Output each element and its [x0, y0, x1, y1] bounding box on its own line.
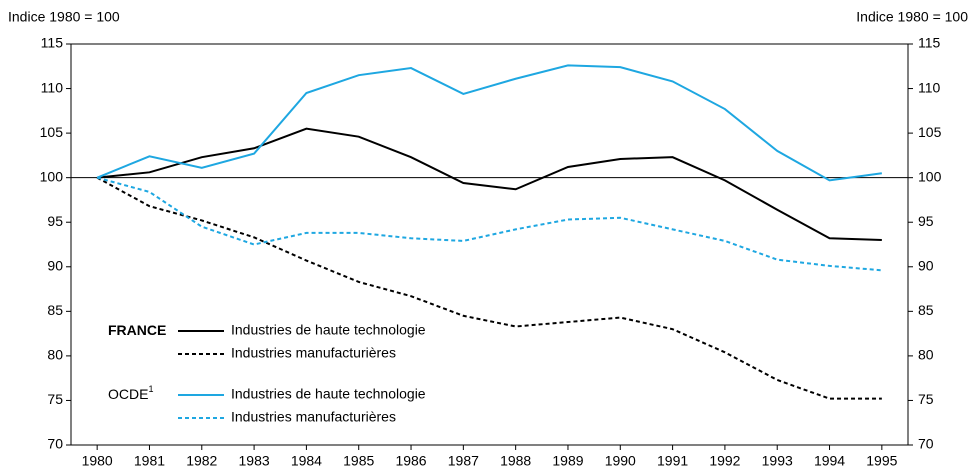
x-tick-label: 1984 — [291, 453, 322, 469]
legend-label: Industries manufacturières — [231, 409, 396, 425]
x-tick-label: 1992 — [709, 453, 740, 469]
x-tick-label: 1987 — [448, 453, 479, 469]
y-tick-label: 85 — [47, 302, 63, 318]
y2-tick-label: 95 — [918, 213, 934, 229]
x-tick-label: 1986 — [395, 453, 426, 469]
x-tick-label: 1991 — [657, 453, 688, 469]
legend-group-name: OCDE — [108, 386, 148, 402]
y-tick-label: 110 — [41, 79, 64, 95]
footnote-mark: 1 — [148, 384, 153, 394]
y2-tick-label: 80 — [918, 347, 934, 363]
legend-group-name: FRANCE — [108, 322, 166, 338]
legend-group-label: OCDE1 — [108, 384, 153, 401]
y-tick-label: 100 — [40, 168, 64, 184]
y-tick-label: 90 — [47, 257, 63, 273]
y2-tick-label: 100 — [918, 168, 942, 184]
y2-tick-label: 70 — [918, 436, 934, 452]
y-tick-label: 80 — [47, 347, 63, 363]
x-tick-label: 1990 — [605, 453, 636, 469]
y-tick-label: 115 — [41, 35, 64, 51]
series-line — [96, 176, 882, 272]
x-tick-label: 1995 — [866, 453, 897, 469]
x-tick-label: 1980 — [82, 453, 113, 469]
y2-tick-label: 90 — [918, 257, 934, 273]
y-tick-label: 75 — [47, 391, 63, 407]
legend-label: Industries manufacturières — [231, 345, 396, 361]
x-tick-label: 1993 — [762, 453, 793, 469]
y-tick-label: 95 — [47, 213, 63, 229]
x-tick-label: 1994 — [814, 453, 845, 469]
series-line — [96, 64, 882, 182]
y-tick-label: 70 — [47, 436, 63, 452]
y2-axis-label: Indice 1980 = 100 — [856, 9, 968, 25]
legend-label: Industries de haute technologie — [231, 386, 426, 402]
x-tick-label: 1983 — [239, 453, 270, 469]
series-line — [97, 127, 882, 242]
y-axis-label: Indice 1980 = 100 — [8, 9, 120, 25]
y2-tick-label: 115 — [918, 35, 941, 51]
series-line — [96, 176, 882, 400]
x-tick-label: 1989 — [552, 453, 583, 469]
y2-tick-label: 85 — [918, 302, 934, 318]
y2-tick-label: 110 — [918, 79, 941, 95]
x-tick-label: 1985 — [343, 453, 374, 469]
legend-label: Industries de haute technologie — [231, 322, 426, 338]
x-tick-label: 1982 — [186, 453, 217, 469]
y-tick-label: 105 — [40, 124, 64, 140]
y2-tick-label: 75 — [918, 391, 934, 407]
x-tick-label: 1988 — [500, 453, 531, 469]
y2-tick-label: 105 — [918, 124, 942, 140]
legend-group-label: FRANCE — [108, 322, 166, 338]
plot-frame — [70, 43, 909, 446]
x-tick-label: 1981 — [134, 453, 165, 469]
